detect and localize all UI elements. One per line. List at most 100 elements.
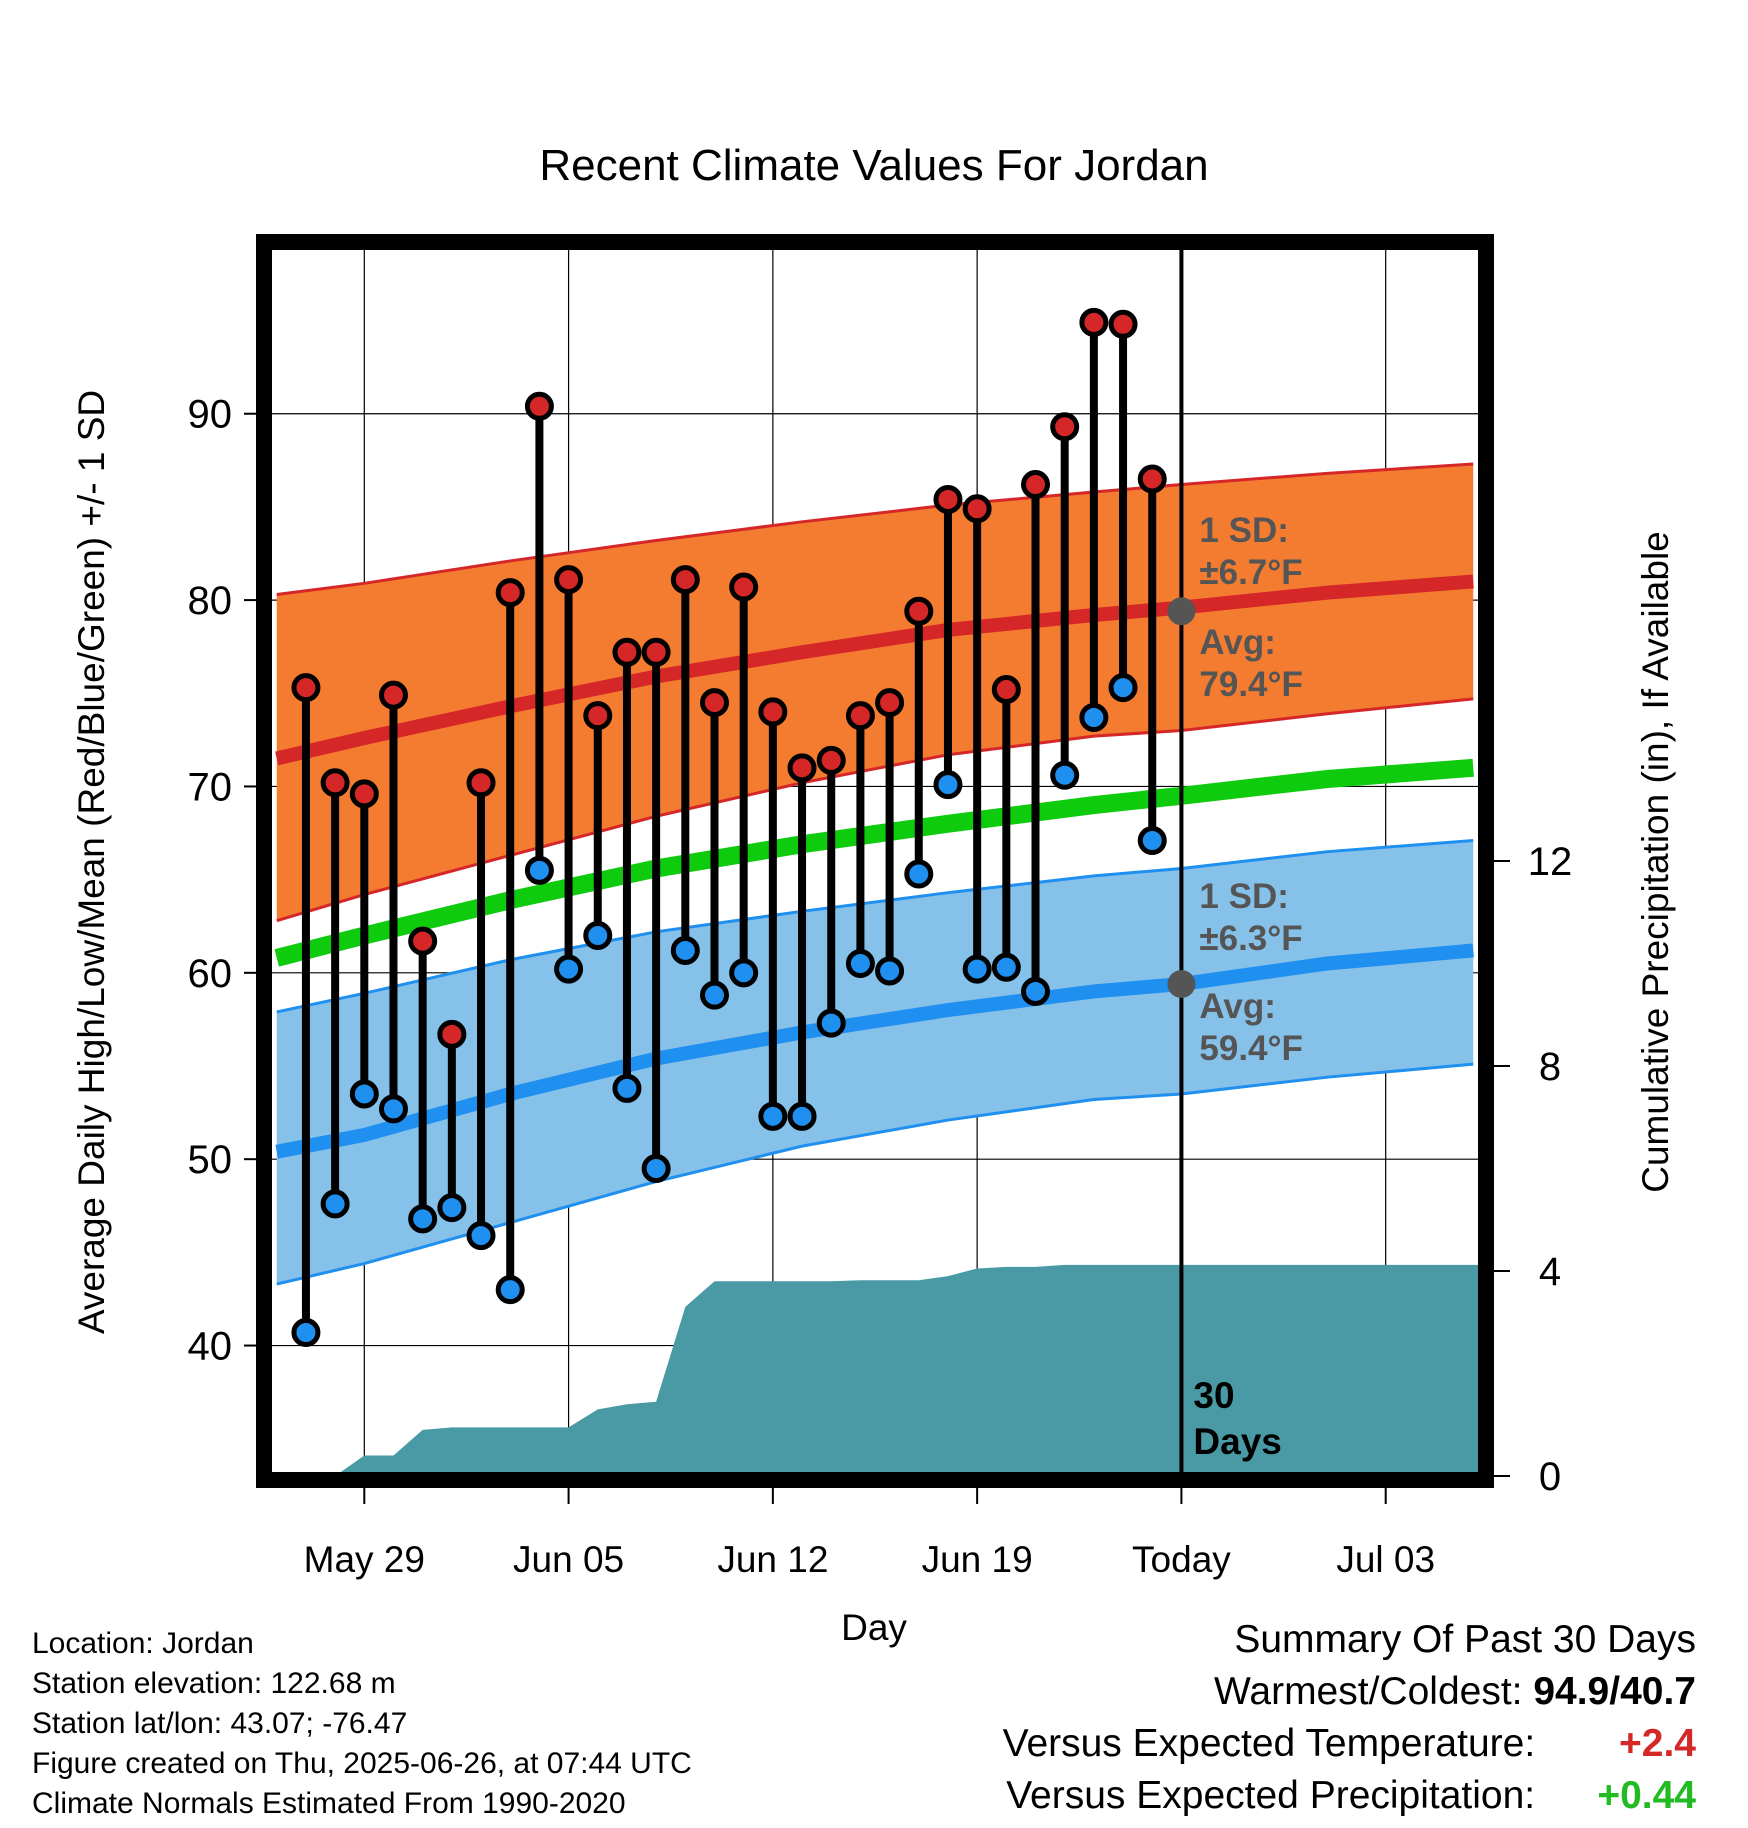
high-point-10 [583,701,613,731]
low-upper-line [276,839,1474,1014]
high-avg-line [275,574,1474,766]
x-tick-label-0: May 29 [304,1539,425,1580]
x-tick-label-4: Today [1132,1539,1231,1580]
high-upper-line [276,462,1474,596]
low-point-1 [320,1189,350,1219]
high-point-26 [1050,412,1080,442]
y2-tick-label-1: 4 [1539,1250,1561,1294]
high-point-0 [291,673,321,703]
high-point-25 [1021,470,1051,500]
summary-panel: Summary Of Past 30 Days Warmest/Coldest:… [1003,1614,1696,1822]
low-avg-value: 59.4°F [1199,1029,1303,1068]
station-info: Location: Jordan Station elevation: 122.… [32,1624,692,1824]
chart-title: Recent Climate Values For Jordan [539,141,1208,190]
low-lower-line [276,1062,1474,1286]
y2-tick-label-3: 12 [1528,840,1573,884]
y-tick-label-1: 50 [188,1138,233,1182]
summary-heading: Summary Of Past 30 Days [1234,1618,1696,1661]
low-sd-value: ±6.3°F [1199,919,1302,958]
high-point-3 [378,680,408,710]
temp-anomaly-row: Versus Expected Temperature: +2.4 [1003,1718,1696,1770]
y-tick-label-0: 40 [188,1325,233,1369]
period-label-line-2: Days [1193,1421,1281,1462]
warm-cold-value: 94.9/40.7 [1533,1670,1696,1713]
low-point-28 [1108,673,1138,703]
precip-anomaly-row: Versus Expected Precipitation: +0.44 [1003,1770,1696,1822]
low-point-5 [437,1193,467,1223]
y-tick-label-5: 90 [188,393,233,437]
low-point-25 [1021,976,1051,1006]
low-point-18 [816,1008,846,1038]
normals-note-text: Climate Normals Estimated From 1990-2020 [32,1787,626,1820]
axes: 40 50 60 70 80 90 0 4 8 12 May 29 Jun 05 Jun 12 Jun 1… [188,393,1573,1580]
high-avg-label: Avg: [1199,623,1275,662]
low-point-7 [495,1275,525,1305]
high-point-5 [437,1019,467,1049]
low-sd-band [276,840,1474,1285]
high-point-27 [1079,307,1109,337]
low-point-12 [641,1154,671,1183]
high-point-29 [1137,464,1167,494]
high-today-dot [1167,597,1196,626]
warm-cold-label: Warmest/Coldest: [1214,1670,1523,1713]
elevation-text: Station elevation: 122.68 m [32,1667,396,1700]
low-sd-label: 1 SD: [1199,877,1288,916]
high-point-2 [349,779,379,809]
high-point-28 [1108,309,1138,339]
low-point-29 [1137,826,1167,855]
low-today-dot [1167,970,1196,998]
low-point-23 [962,954,992,984]
high-point-23 [962,494,992,524]
plot-frame [256,234,1494,1488]
low-point-24 [991,952,1021,982]
low-point-21 [904,859,934,889]
low-point-4 [408,1204,438,1234]
low-avg-label: Avg: [1199,987,1275,1026]
period-label: 30 Days [1193,1375,1281,1462]
x-tick-label-2: Jun 12 [717,1539,828,1580]
high-point-1 [320,768,350,798]
x-tick-label-3: Jun 19 [922,1539,1033,1580]
high-sd-value: ±6.7°F [1199,553,1302,592]
high-sd-label: 1 SD: [1199,511,1288,550]
low-point-27 [1079,703,1109,732]
low-point-17 [787,1101,817,1131]
high-point-4 [408,926,438,956]
high-point-14 [699,688,729,718]
x-tick-label-1: Jun 05 [513,1539,624,1580]
low-point-26 [1050,760,1080,790]
temp-anomaly-value: +2.4 [1619,1722,1696,1765]
low-point-6 [466,1221,496,1251]
x-axis-label: Day [841,1607,907,1648]
today-marker: 30 Days [1167,246,1282,1476]
y2-tick-label-0: 0 [1539,1455,1561,1499]
low-point-0 [291,1318,321,1347]
low-point-20 [875,956,905,986]
y-tick-label-2: 60 [188,952,233,996]
high-point-15 [729,572,759,602]
location-text: Location: Jordan [32,1627,254,1660]
y2-tick-label-2: 8 [1539,1045,1561,1089]
low-point-3 [378,1094,408,1124]
latlon-text: Station lat/lon: 43.07; -76.47 [32,1707,408,1740]
precipitation-area [268,1264,1482,1476]
high-point-9 [554,565,584,595]
y-tick-label-4: 80 [188,579,233,623]
x-tick-label-5: Jul 03 [1336,1539,1435,1580]
low-point-13 [670,935,700,965]
warm-cold-row: Warmest/Coldest: 94.9/40.7 [1003,1666,1696,1718]
created-text: Figure created on Thu, 2025-06-26, at 07… [32,1747,692,1780]
high-point-22 [933,484,963,514]
observed-temperatures [291,307,1167,1347]
y-axis-label: Average Daily High/Low/Mean (Red/Blue/Gr… [71,390,112,1334]
high-point-20 [875,688,905,718]
y-tick-label-3: 70 [188,765,233,809]
low-point-14 [699,980,729,1010]
precip-anomaly-value: +0.44 [1597,1774,1696,1817]
high-point-11 [612,637,642,667]
high-point-18 [816,745,846,775]
precip-fill [268,1264,1482,1476]
low-avg-line [275,943,1474,1159]
high-point-8 [524,391,554,421]
high-point-6 [466,768,496,798]
